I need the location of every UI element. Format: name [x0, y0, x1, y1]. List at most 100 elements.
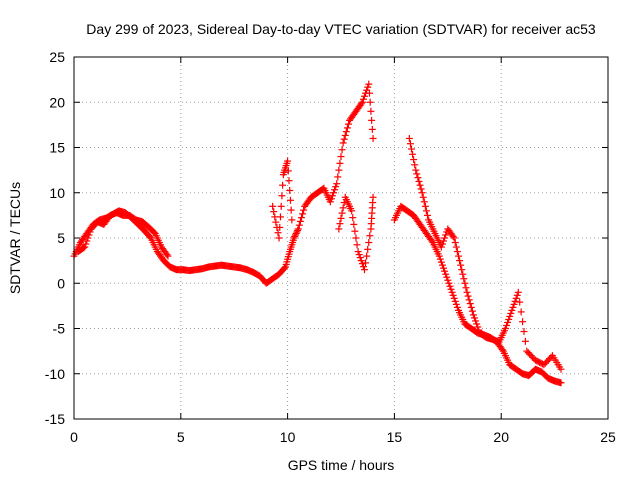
data-point — [358, 98, 366, 106]
data-point — [334, 173, 342, 181]
data-point — [362, 259, 370, 267]
data-point — [409, 150, 417, 158]
data-point — [331, 186, 339, 194]
data-point — [355, 251, 363, 259]
data-point — [436, 255, 444, 263]
data-point — [368, 116, 376, 124]
data-point — [452, 300, 460, 308]
y-tick-label: -5 — [53, 321, 66, 337]
data-point — [507, 309, 515, 317]
data-point — [163, 251, 171, 259]
data-point — [435, 252, 443, 260]
data-point — [463, 288, 471, 296]
data-point — [437, 243, 445, 251]
data-point — [446, 282, 454, 290]
data-point — [365, 89, 373, 97]
data-point — [286, 186, 294, 194]
data-point — [332, 183, 340, 191]
data-point — [508, 306, 516, 314]
data-point — [417, 185, 425, 193]
data-point — [326, 198, 334, 206]
data-point — [498, 346, 506, 354]
data-point — [327, 195, 335, 203]
data-point — [272, 218, 280, 226]
data-point — [339, 139, 347, 147]
data-point — [441, 234, 449, 242]
data-point — [333, 180, 341, 188]
data-point — [407, 145, 415, 153]
data-point — [340, 135, 348, 143]
data-point — [357, 257, 365, 265]
data-point — [364, 83, 372, 91]
data-point — [421, 202, 429, 210]
data-point — [440, 237, 448, 245]
data-point — [512, 294, 520, 302]
data-point — [338, 209, 346, 217]
data-point — [410, 156, 418, 164]
data-point — [506, 312, 514, 320]
x-tick-label: 20 — [493, 429, 509, 445]
data-point — [473, 320, 481, 328]
data-point — [344, 120, 352, 128]
data-point — [438, 261, 446, 269]
x-tick-label: 0 — [70, 429, 78, 445]
y-tick-label: 5 — [57, 230, 65, 246]
data-point — [335, 225, 343, 233]
data-point — [468, 307, 476, 315]
data-point — [348, 207, 356, 215]
data-point — [84, 234, 92, 242]
data-point — [462, 284, 470, 292]
data-point — [419, 193, 427, 201]
data-point — [342, 128, 350, 136]
data-point — [366, 98, 374, 106]
data-point — [411, 161, 419, 169]
data-point — [428, 237, 436, 245]
data-point — [442, 231, 450, 239]
data-point — [413, 170, 421, 178]
data-point — [453, 303, 461, 311]
y-tick-label: 15 — [49, 140, 65, 156]
data-point — [422, 207, 430, 215]
y-tick-labels: -15 -10 -5 0 5 10 15 20 25 — [45, 49, 65, 427]
data-point — [360, 92, 368, 100]
data-point — [357, 100, 365, 108]
data-point — [517, 308, 525, 316]
data-point — [353, 241, 361, 249]
data-point — [288, 216, 296, 224]
data-point — [416, 181, 424, 189]
data-point — [509, 303, 517, 311]
data-point — [444, 276, 452, 284]
data-point — [510, 300, 518, 308]
data-point — [85, 231, 93, 239]
data-point — [335, 166, 343, 174]
data-point — [460, 275, 468, 283]
data-point — [451, 297, 459, 305]
data-point — [366, 232, 374, 240]
data-point — [338, 146, 346, 154]
data-point — [465, 296, 473, 304]
data-point — [437, 258, 445, 266]
data-point — [456, 257, 464, 265]
data-point — [415, 177, 423, 185]
data-point — [451, 239, 459, 247]
data-point — [452, 243, 460, 251]
data-point — [503, 321, 511, 329]
data-point — [285, 177, 293, 185]
data-point — [356, 254, 364, 262]
data-point — [279, 181, 287, 189]
data-point — [269, 202, 277, 210]
data-point — [521, 337, 529, 345]
data-point — [284, 157, 292, 165]
data-point — [286, 196, 294, 204]
data-point — [469, 311, 477, 319]
data-point — [438, 240, 446, 248]
data-point — [291, 231, 299, 239]
data-point — [363, 252, 371, 260]
data-point — [328, 192, 336, 200]
plot-frame — [73, 56, 609, 420]
data-point — [83, 237, 91, 245]
data-point — [418, 189, 426, 197]
data-point — [368, 125, 376, 133]
data-point — [501, 325, 509, 332]
